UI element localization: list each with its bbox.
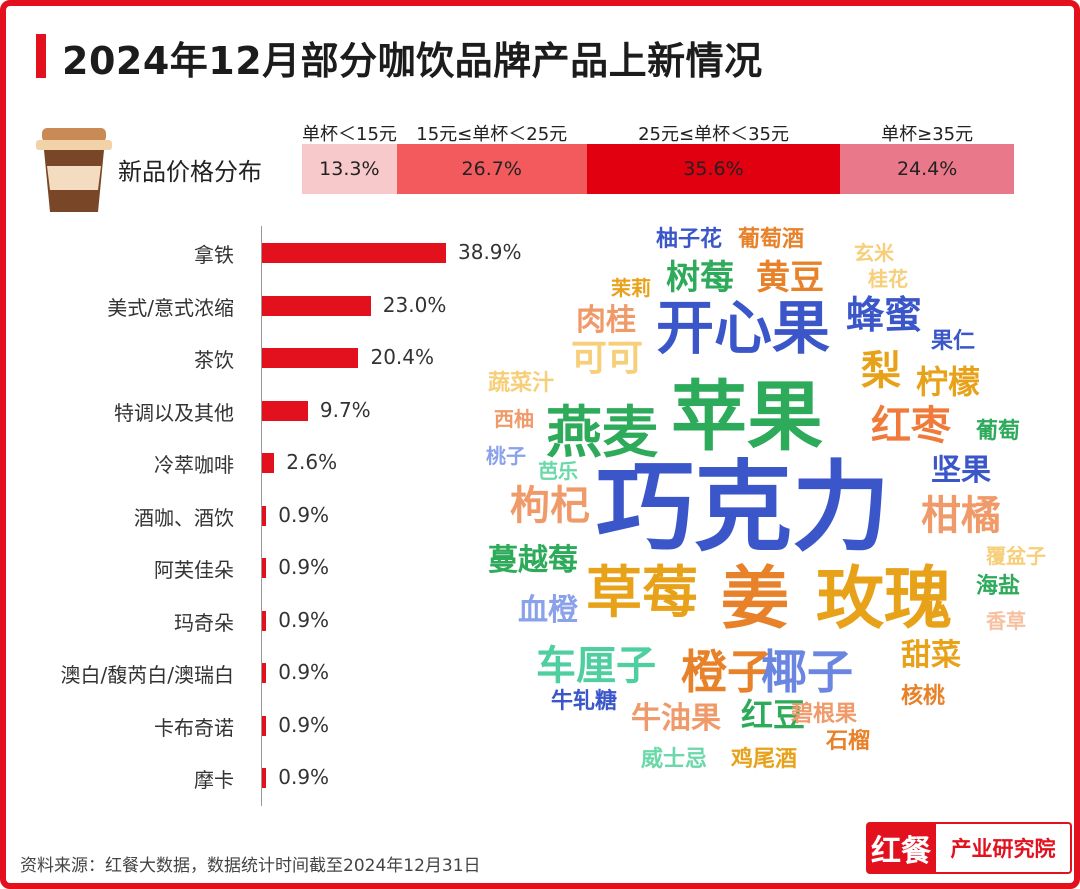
word-cloud-term: 可可 <box>571 338 644 379</box>
bar-category-label: 卡布奇诺 <box>154 715 234 740</box>
word-cloud-term: 椰子 <box>761 645 853 699</box>
bar-category-label: 玛奇朵 <box>174 610 234 635</box>
word-cloud-term: 葡萄酒 <box>738 227 805 252</box>
word-cloud-term: 梨 <box>861 348 901 394</box>
bar-category-label: 拿铁 <box>194 243 234 267</box>
price-segment-4: 24.4% <box>840 144 1014 194</box>
bar-category-label: 酒咖、酒饮 <box>134 505 234 530</box>
bar <box>262 768 267 788</box>
bar <box>262 558 267 578</box>
word-cloud-term: 香草 <box>986 609 1026 633</box>
bar-value-label: 0.9% <box>278 765 330 789</box>
word-cloud-term: 开心果 <box>656 294 831 362</box>
bar-value-label: 20.4% <box>370 345 435 369</box>
word-cloud-term: 巧克力 <box>596 451 891 565</box>
word-cloud-term: 柚子花 <box>656 227 723 252</box>
coffee-cup-icon <box>36 128 112 212</box>
bar-axis-line <box>261 226 262 806</box>
word-cloud-term: 枸杞 <box>510 483 590 529</box>
word-cloud-term: 黄豆 <box>756 258 824 298</box>
bar-value-label: 38.9% <box>458 240 522 264</box>
bar <box>262 453 275 473</box>
bar-category-label: 澳白/馥芮白/澳瑞白 <box>60 663 234 687</box>
chart-title: 2024年12月部分咖饮品牌产品上新情况 <box>62 39 763 83</box>
word-cloud-term: 姜 <box>721 560 790 639</box>
price-segment-header-2: 15元≤单杯＜25元 <box>416 124 568 145</box>
word-cloud-term: 石榴 <box>826 729 871 754</box>
word-cloud-term: 核桃 <box>901 684 946 709</box>
word-cloud-term: 柠檬 <box>916 363 981 401</box>
word-cloud-term: 橙子 <box>681 645 773 699</box>
word-cloud-term: 覆盆子 <box>986 544 1046 568</box>
word-cloud-term: 牛油果 <box>631 701 721 736</box>
word-cloud-term: 燕麦 <box>546 401 658 466</box>
price-segment-header-3: 25元≤单杯＜35元 <box>638 124 789 145</box>
word-cloud-term: 蜂蜜 <box>846 293 923 337</box>
word-cloud-term: 苹果 <box>671 372 823 461</box>
logo-mark: 红餐 <box>866 822 936 874</box>
bar-value-label: 0.9% <box>278 660 330 684</box>
bar-category-label: 摩卡 <box>194 768 234 792</box>
word-cloud-term: 果仁 <box>931 329 976 354</box>
bar-value-label: 9.7% <box>319 397 371 422</box>
bar <box>262 505 267 526</box>
title-accent-bar <box>36 34 46 78</box>
word-cloud-term: 肉桂 <box>576 303 636 338</box>
word-cloud-term: 玄米 <box>854 241 894 265</box>
price-segment-1: 13.3% <box>302 144 397 194</box>
word-cloud-term: 柑橘 <box>921 493 1001 539</box>
word-cloud-term: 树莓 <box>666 258 734 298</box>
word-cloud-term: 茉莉 <box>611 276 651 300</box>
bar-category-label: 美式/意式浓缩 <box>107 295 234 320</box>
source-note: 资料来源：红餐大数据，数据统计时间截至2024年12月31日 <box>20 856 481 876</box>
word-cloud-term: 草莓 <box>586 561 698 626</box>
word-cloud-term: 芭乐 <box>538 459 578 483</box>
bar-value-label: 2.6% <box>286 450 338 474</box>
logo-text: 产业研究院 <box>936 822 1072 874</box>
word-cloud-term: 玫瑰 <box>816 560 953 639</box>
bar <box>262 348 359 368</box>
price-segment-2: 26.7% <box>396 144 587 194</box>
bar-value-label: 0.9% <box>278 607 330 632</box>
bar-category-label: 阿芙佳朵 <box>154 558 234 582</box>
word-cloud-term: 海盐 <box>976 574 1021 599</box>
price-segment-header-4: 单杯≥35元 <box>881 124 974 145</box>
brand-logo: 红餐 产业研究院 <box>866 822 1072 874</box>
word-cloud: 巧克力 苹果 开心果姜玫瑰 燕麦草莓橙子 椰子 红枣 梨车厘子 枸杞 柑橘 蜂蜜 树莓 黄豆可可柠檬坚… <box>476 221 1056 791</box>
bar <box>262 295 371 316</box>
bar <box>262 400 308 421</box>
bar-value-label: 0.9% <box>278 502 330 527</box>
bar-category-label: 冷萃咖啡 <box>154 453 234 477</box>
word-cloud-term: 西柚 <box>494 407 534 431</box>
bar-category-label: 茶饮 <box>194 348 234 372</box>
word-cloud-term: 蔓越莓 <box>488 543 578 578</box>
bar-value-label: 0.9% <box>278 555 330 579</box>
bar-value-label: 0.9% <box>278 712 330 737</box>
bar <box>262 715 267 736</box>
bar <box>262 610 267 631</box>
bar <box>262 243 446 263</box>
word-cloud-term: 鸡尾酒 <box>731 747 798 772</box>
price-segment-3: 35.6% <box>586 144 841 194</box>
bar <box>262 663 267 683</box>
price-distribution-label: 新品价格分布 <box>118 158 262 186</box>
word-cloud-term: 甜菜 <box>901 638 961 673</box>
price-segment-header-1: 单杯＜15元 <box>302 124 397 145</box>
word-cloud-term: 车厘子 <box>536 643 656 689</box>
word-cloud-term: 葡萄 <box>976 419 1021 444</box>
word-cloud-term: 坚果 <box>931 453 991 488</box>
word-cloud-term: 碧根果 <box>791 702 858 727</box>
bar-category-label: 特调以及其他 <box>114 400 234 425</box>
bar-value-label: 23.0% <box>382 292 447 317</box>
word-cloud-term: 牛轧糖 <box>551 689 618 714</box>
word-cloud-term: 血橙 <box>518 593 578 628</box>
word-cloud-term: 红豆 <box>741 696 806 734</box>
word-cloud-term: 桃子 <box>486 444 526 468</box>
word-cloud-term: 红枣 <box>871 403 951 449</box>
word-cloud-term: 蔬菜汁 <box>488 371 555 396</box>
word-cloud-term: 威士忌 <box>641 747 708 772</box>
word-cloud-term: 桂花 <box>868 267 908 291</box>
